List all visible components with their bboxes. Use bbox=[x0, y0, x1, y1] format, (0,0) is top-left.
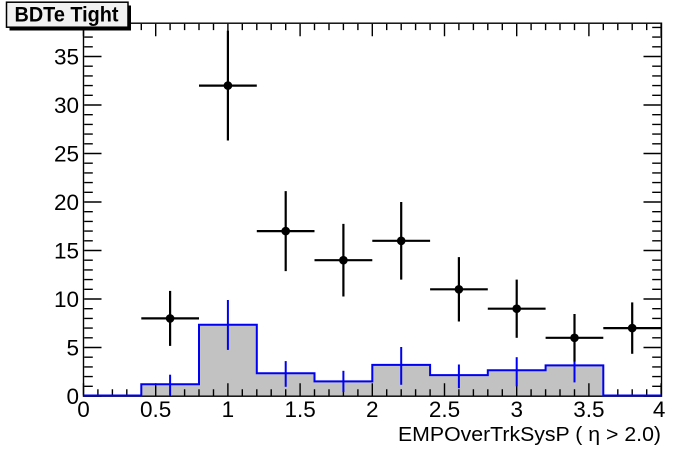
svg-text:1: 1 bbox=[222, 397, 235, 422]
svg-text:5: 5 bbox=[66, 336, 79, 361]
svg-text:0.5: 0.5 bbox=[140, 397, 171, 422]
svg-text:4: 4 bbox=[653, 397, 666, 422]
svg-text:0: 0 bbox=[66, 384, 79, 409]
svg-text:15: 15 bbox=[54, 239, 79, 264]
svg-text:30: 30 bbox=[54, 93, 79, 118]
svg-text:2: 2 bbox=[366, 397, 379, 422]
svg-text:25: 25 bbox=[54, 142, 79, 167]
svg-text:1.5: 1.5 bbox=[284, 397, 315, 422]
svg-text:EMPOverTrkSysP ( η > 2.0): EMPOverTrkSysP ( η > 2.0) bbox=[398, 424, 661, 446]
svg-text:3.5: 3.5 bbox=[573, 397, 604, 422]
svg-text:10: 10 bbox=[54, 287, 79, 312]
svg-text:0: 0 bbox=[77, 397, 90, 422]
svg-text:20: 20 bbox=[54, 190, 79, 215]
svg-text:2.5: 2.5 bbox=[429, 397, 460, 422]
svg-text:3: 3 bbox=[510, 397, 523, 422]
svg-text:BDTe Tight: BDTe Tight bbox=[15, 3, 119, 26]
svg-text:35: 35 bbox=[54, 45, 79, 70]
